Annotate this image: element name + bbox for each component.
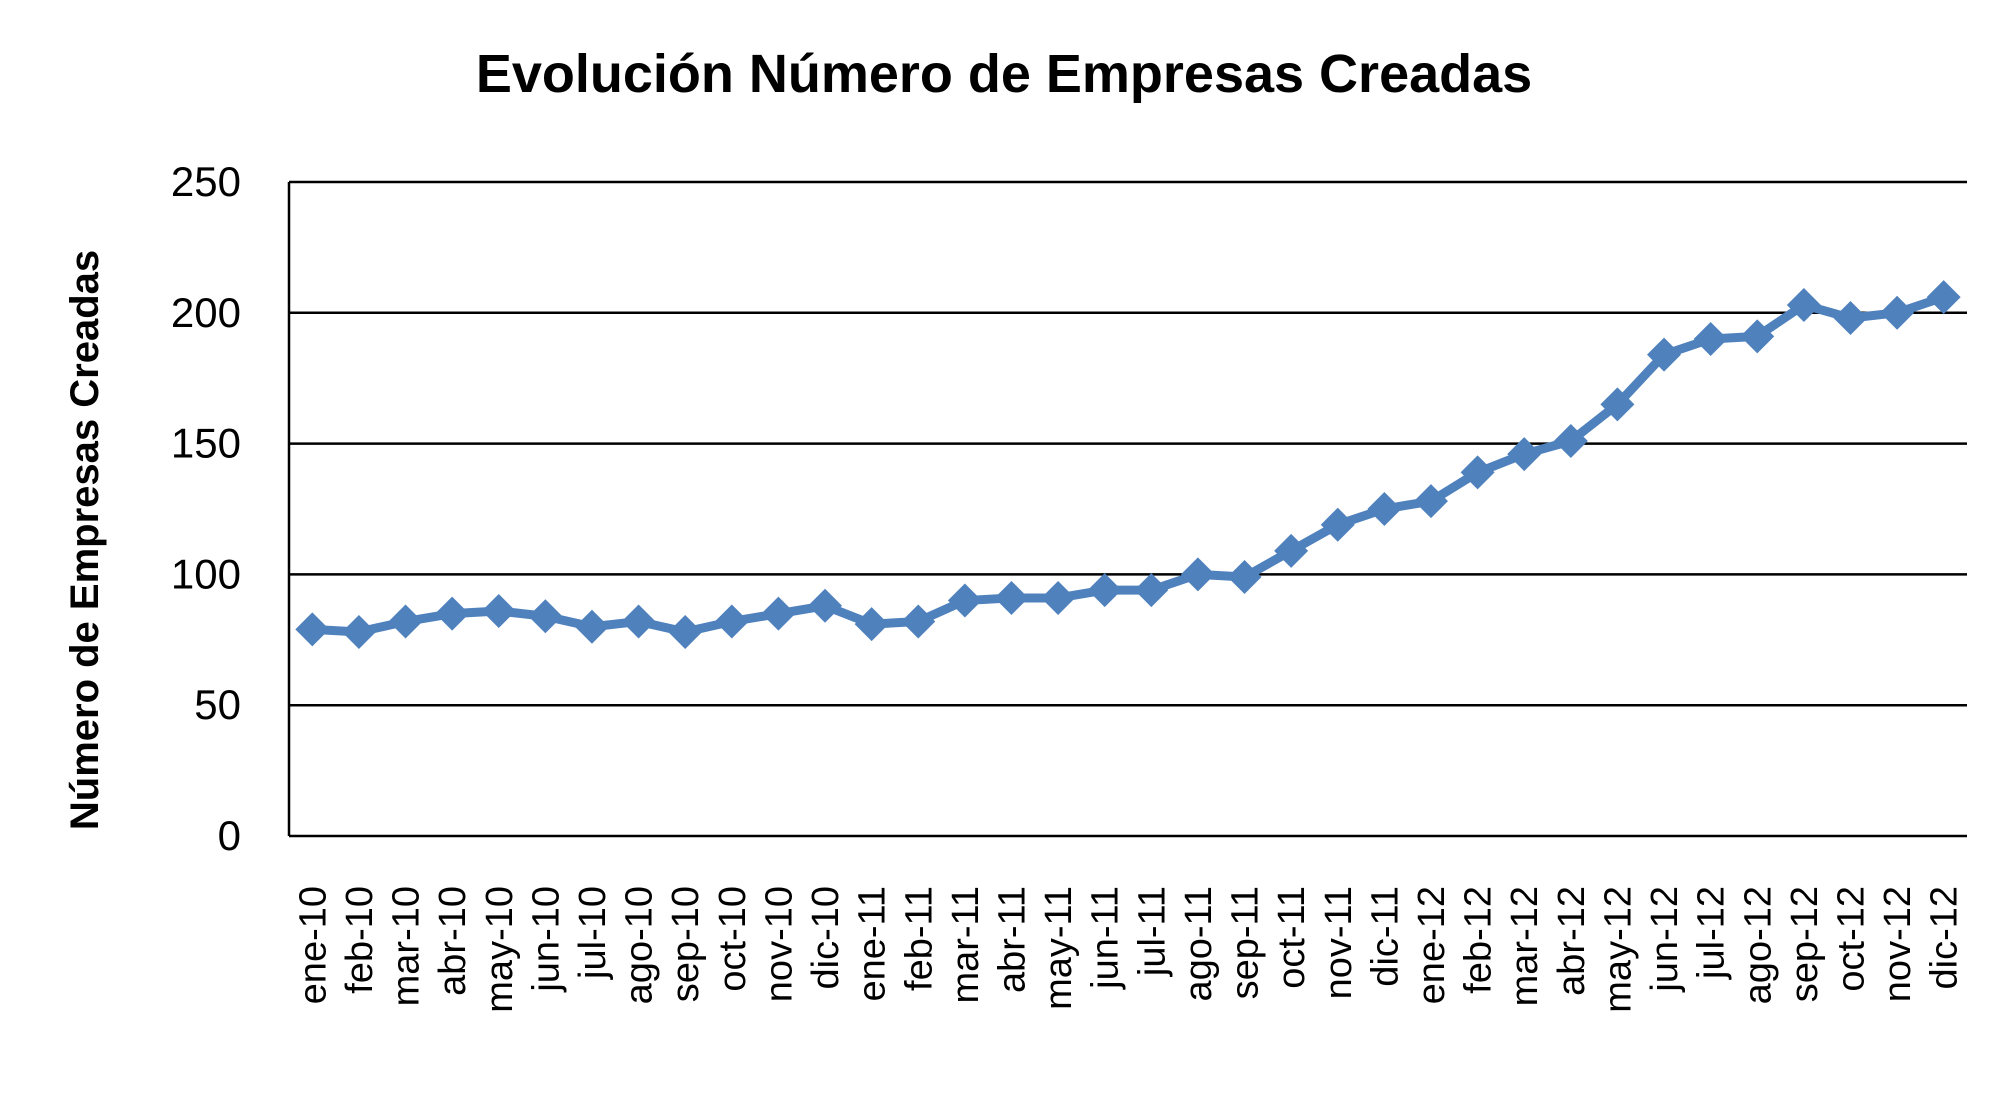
x-tick-label: may-11 — [1038, 886, 1080, 1010]
x-tick-label: jul-12 — [1691, 886, 1733, 980]
x-tick-label: nov-11 — [1318, 886, 1360, 999]
y-tick-label: 0 — [218, 812, 241, 859]
x-tick-label: abr-12 — [1551, 886, 1593, 996]
data-point — [1367, 492, 1402, 526]
x-tick-label: oct-12 — [1830, 886, 1872, 992]
x-tick-label: jul-10 — [572, 886, 614, 980]
data-point — [1274, 533, 1309, 568]
data-point — [1507, 437, 1542, 472]
x-tick-labels: ene-10 feb-10 mar-10 abr-10 may-10 jun-10 jul-… — [292, 886, 1965, 1013]
x-tick-label: sep-12 — [1784, 886, 1826, 1002]
data-point — [1180, 557, 1215, 592]
x-tick-label: feb-10 — [339, 886, 381, 994]
data-point — [1227, 560, 1262, 595]
y-tick-label: 200 — [171, 289, 241, 336]
x-tick-label: jun-11 — [1085, 886, 1127, 990]
x-tick-label: nov-10 — [758, 886, 800, 1002]
x-tick-label: mar-12 — [1504, 886, 1546, 1006]
x-tick-label: sep-11 — [1225, 886, 1267, 999]
data-point — [295, 612, 330, 647]
x-tick-label: dic-10 — [805, 886, 847, 990]
data-point — [1926, 280, 1961, 315]
x-tick-label: may-12 — [1597, 886, 1639, 1013]
x-tick-label: feb-12 — [1458, 886, 1500, 994]
data-point — [668, 614, 703, 649]
x-tick-label: ene-11 — [852, 886, 894, 1002]
x-tick-label: ene-10 — [292, 886, 334, 1004]
data-point — [1320, 507, 1355, 542]
x-tick-label: mar-10 — [386, 886, 428, 1006]
data-point — [1693, 321, 1728, 356]
data-point — [947, 583, 982, 618]
data-point — [714, 604, 749, 639]
y-tick-labels: 0 50 100 150 200 250 — [171, 158, 241, 859]
data-point — [1041, 580, 1076, 615]
x-tick-label: may-10 — [479, 886, 521, 1013]
data-point — [1087, 573, 1122, 608]
x-tick-label: ene-12 — [1411, 886, 1453, 1004]
data-point — [1460, 455, 1495, 490]
gridlines — [287, 180, 1967, 838]
y-tick-label: 250 — [171, 158, 241, 205]
x-tick-label: dic-12 — [1924, 886, 1966, 990]
x-tick-label: ago-10 — [619, 886, 661, 1004]
data-point — [1413, 484, 1448, 519]
data-point — [1134, 573, 1169, 608]
x-tick-label: jul-11 — [1131, 886, 1173, 977]
chart-title: Evolución Número de Empresas Creadas — [476, 44, 1532, 104]
x-tick-label: oct-10 — [712, 886, 754, 992]
x-tick-label: dic-11 — [1364, 886, 1406, 987]
x-tick-label: sep-10 — [665, 886, 707, 1002]
data-point — [854, 607, 889, 642]
x-tick-label: jun-12 — [1644, 886, 1686, 993]
series-layer — [295, 280, 1961, 649]
y-axis-label: Número de Empresas Creadas — [63, 250, 107, 830]
data-point — [621, 604, 656, 639]
data-point — [481, 594, 516, 629]
x-tick-label: ago-11 — [1178, 886, 1220, 1002]
x-tick-label: mar-11 — [945, 886, 987, 1004]
x-tick-label: jun-10 — [525, 886, 567, 993]
data-point — [341, 614, 376, 649]
y-tick-label: 150 — [171, 420, 241, 467]
series-line — [312, 292, 1946, 637]
x-tick-label: abr-11 — [991, 886, 1033, 993]
data-point — [1786, 287, 1821, 322]
x-tick-label: abr-10 — [432, 886, 474, 996]
data-point — [528, 599, 563, 634]
data-point — [435, 596, 470, 631]
data-point — [901, 604, 936, 639]
data-point — [1833, 301, 1868, 336]
data-point — [574, 609, 609, 644]
data-point — [1880, 295, 1915, 330]
data-point — [994, 580, 1029, 615]
data-point — [1553, 423, 1588, 458]
data-point — [1647, 337, 1682, 372]
x-tick-label: feb-11 — [898, 886, 940, 991]
x-tick-label: ago-12 — [1737, 886, 1779, 1004]
data-point — [761, 596, 796, 631]
data-point — [388, 604, 423, 639]
x-tick-label: nov-12 — [1877, 886, 1919, 1002]
data-point — [1740, 319, 1775, 354]
data-point — [808, 588, 843, 623]
x-tick-label: oct-11 — [1271, 886, 1313, 989]
y-tick-label: 50 — [194, 681, 241, 728]
y-tick-label: 100 — [171, 550, 241, 597]
data-point — [1600, 387, 1635, 422]
